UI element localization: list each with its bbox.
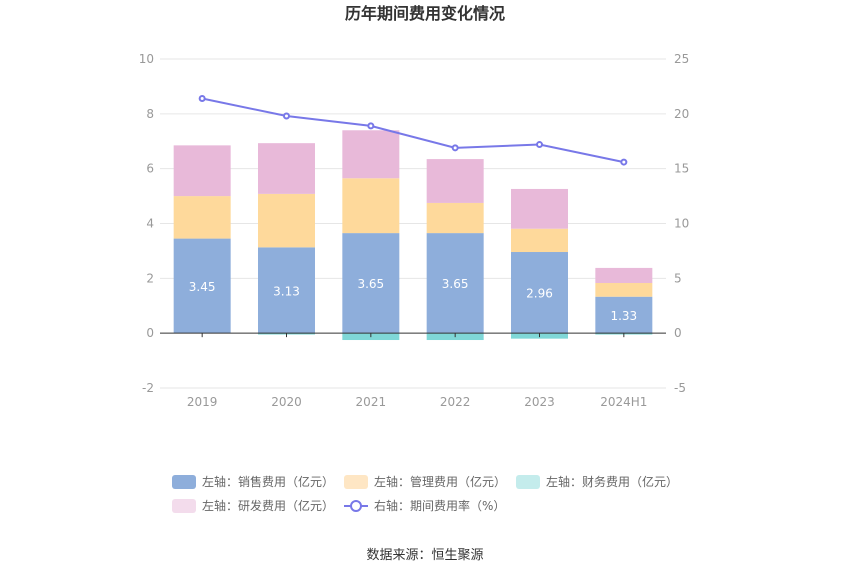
bar-rd-2019 xyxy=(173,145,231,197)
left-tick-label: 10 xyxy=(139,52,154,66)
rate-point-2021 xyxy=(367,122,375,130)
x-tick-label: 2023 xyxy=(524,395,555,409)
legend-item-admin[interactable]: 左轴：管理费用（亿元） xyxy=(344,474,506,489)
x-tick-label: 2022 xyxy=(440,395,471,409)
right-tick-label: 15 xyxy=(674,162,689,176)
bar-value-label: 1.33 xyxy=(610,309,637,323)
rate-line xyxy=(201,97,625,164)
legend-label-sales: 左轴：销售费用（亿元） xyxy=(202,474,334,489)
legend-label-rd: 左轴：研发费用（亿元） xyxy=(202,498,334,513)
right-tick-label: -5 xyxy=(674,381,686,395)
legend[interactable]: 左轴：销售费用（亿元） 左轴：管理费用（亿元） 左轴：财务费用（亿元） 左轴：研… xyxy=(172,474,678,513)
bar-sales-2021 xyxy=(342,233,400,334)
bar-rd-2020 xyxy=(258,143,315,194)
legend-swatch-rd xyxy=(172,499,196,513)
right-tick-label: 10 xyxy=(674,217,689,231)
x-tick-label: 2019 xyxy=(187,395,218,409)
rate-point-2024h1 xyxy=(620,158,628,166)
rate-point-2020 xyxy=(283,112,290,120)
legend-swatch-finance xyxy=(516,475,540,489)
bar-admin-2019 xyxy=(173,196,231,239)
legend-swatch-sales xyxy=(172,475,196,489)
chart-title: 历年期间费用变化情况 xyxy=(345,4,505,23)
bar-rd-2022 xyxy=(426,159,484,203)
left-tick-label: 0 xyxy=(146,326,154,340)
bar-admin-2024h1 xyxy=(595,282,653,297)
left-axis-ticks: -2 0 2 4 6 8 10 xyxy=(139,52,154,395)
bar-labels: 3.45 3.13 3.65 3.65 2.96 1.33 xyxy=(189,277,637,323)
right-tick-label: 20 xyxy=(674,107,689,121)
bar-value-label: 3.65 xyxy=(442,277,469,291)
legend-marker-rate xyxy=(350,500,362,512)
right-tick-label: 25 xyxy=(674,52,689,66)
x-axis-ticks: 2019 2020 2021 2022 2023 2024H1 xyxy=(187,333,647,409)
left-tick-label: 8 xyxy=(146,107,154,121)
bar-rd-2024h1 xyxy=(595,267,653,283)
bar-admin-2021 xyxy=(342,178,400,234)
bar-sales-2022 xyxy=(426,233,484,334)
bar-admin-2023 xyxy=(511,228,568,253)
legend-label-admin: 左轴：管理费用（亿元） xyxy=(374,474,506,489)
legend-item-rd[interactable]: 左轴：研发费用（亿元） xyxy=(172,498,334,513)
bar-value-label: 3.13 xyxy=(273,284,300,298)
x-tick-label: 2020 xyxy=(271,395,302,409)
right-axis-ticks: -5 0 5 10 15 20 25 xyxy=(674,52,689,395)
legend-label-rate: 右轴：期间费用率（%） xyxy=(374,498,505,513)
left-tick-label: -2 xyxy=(142,381,154,395)
legend-swatch-admin xyxy=(344,475,368,489)
bar-value-label: 2.96 xyxy=(526,287,553,301)
x-tick-label: 2021 xyxy=(356,395,387,409)
data-source: 数据来源：恒生聚源 xyxy=(366,548,483,563)
rate-point-2022 xyxy=(451,144,459,152)
right-tick-label: 5 xyxy=(674,271,682,285)
rate-line-group xyxy=(198,94,628,166)
legend-label-finance: 左轴：财务费用（亿元） xyxy=(546,474,678,489)
bar-sales-2024h1 xyxy=(595,296,653,334)
legend-item-rate[interactable]: 右轴：期间费用率（%） xyxy=(344,498,505,513)
x-tick-label: 2024H1 xyxy=(600,395,647,409)
bar-rd-2021 xyxy=(342,130,400,179)
bar-sales-2023 xyxy=(511,252,568,334)
legend-item-sales[interactable]: 左轴：销售费用（亿元） xyxy=(172,474,334,489)
bar-sales-2019 xyxy=(173,238,231,334)
left-tick-label: 2 xyxy=(146,271,154,285)
rate-point-2023 xyxy=(536,141,543,149)
rate-point-2019 xyxy=(198,94,206,102)
bar-admin-2020 xyxy=(258,193,315,248)
left-tick-label: 4 xyxy=(146,217,154,231)
bar-value-label: 3.45 xyxy=(189,280,216,294)
right-tick-label: 0 xyxy=(674,326,682,340)
left-tick-label: 6 xyxy=(146,162,154,176)
bar-admin-2022 xyxy=(426,202,484,234)
bar-value-label: 3.65 xyxy=(357,277,384,291)
legend-item-finance[interactable]: 左轴：财务费用（亿元） xyxy=(516,474,678,489)
gridlines xyxy=(160,58,666,389)
bar-sales-2020 xyxy=(258,247,315,334)
bars-group xyxy=(173,130,653,341)
bar-rd-2023 xyxy=(511,188,568,229)
